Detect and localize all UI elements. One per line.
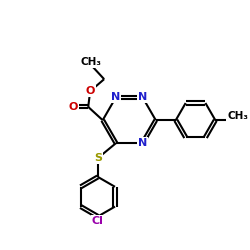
Text: S: S bbox=[94, 153, 102, 163]
Text: CH₃: CH₃ bbox=[227, 111, 248, 121]
Text: Cl: Cl bbox=[92, 216, 104, 226]
Text: O: O bbox=[68, 102, 78, 112]
Text: N: N bbox=[111, 92, 120, 102]
Text: CH₃: CH₃ bbox=[80, 57, 101, 67]
Text: N: N bbox=[138, 138, 147, 148]
Text: O: O bbox=[86, 86, 95, 96]
Text: N: N bbox=[138, 92, 147, 102]
